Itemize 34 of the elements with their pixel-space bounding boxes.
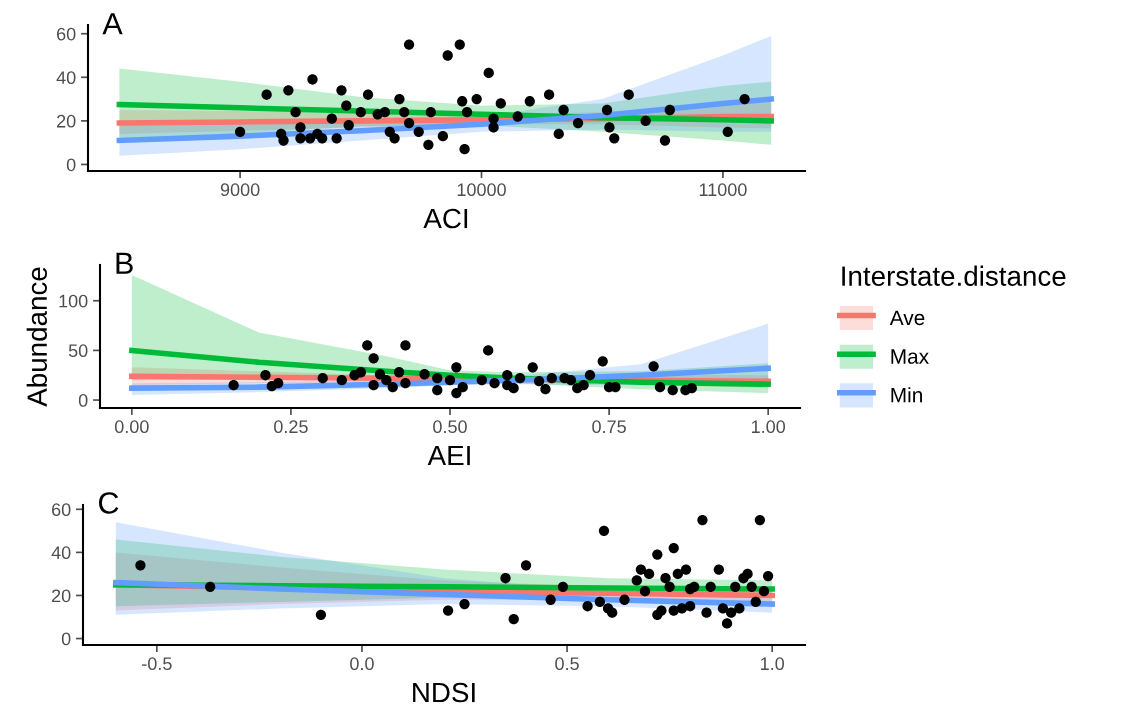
- y-tick-label: 20: [57, 114, 76, 128]
- chart-title: A: [102, 13, 123, 35]
- chart-title: C: [98, 492, 119, 514]
- x-axis-title: AEI: [427, 445, 470, 466]
- y-tick-label: 40: [51, 546, 71, 560]
- x-tick-label: 0.00: [114, 420, 149, 434]
- x-axis-title: ACI: [423, 208, 468, 229]
- x-tick-label: 1.0: [761, 657, 785, 671]
- y-tick-label: 40: [56, 71, 76, 85]
- y-tick-label: 20: [52, 589, 71, 603]
- y-axis-title: Abundance: [26, 267, 48, 407]
- x-tick-label: 0.5: [555, 657, 579, 671]
- x-tick-label: 0.50: [433, 420, 467, 434]
- x-tick-label: -0.5: [142, 657, 172, 671]
- legend-label: Max: [891, 349, 929, 364]
- legend-label: Ave: [889, 310, 925, 326]
- legend-title: Interstate.distance: [842, 265, 1066, 286]
- y-tick-label: 60: [52, 503, 71, 517]
- x-tick-label: 1.00: [751, 420, 786, 434]
- x-tick-label: 0.25: [274, 420, 308, 434]
- y-tick-label: 50: [68, 344, 88, 358]
- x-tick-label: 9000: [220, 183, 260, 197]
- y-tick-label: 100: [59, 294, 88, 308]
- x-axis-title: NDSI: [413, 682, 475, 703]
- x-tick-label: 0.0: [350, 657, 374, 671]
- legend-label: Min: [891, 387, 922, 403]
- y-tick-label: 0: [78, 393, 88, 407]
- chart-title: B: [116, 252, 133, 274]
- x-tick-label: 11000: [699, 183, 747, 197]
- x-tick-label: 0.75: [592, 420, 626, 434]
- y-tick-label: 0: [66, 158, 76, 172]
- y-tick-label: 60: [57, 27, 76, 41]
- x-tick-label: 10000: [457, 183, 506, 197]
- y-tick-label: 0: [61, 632, 71, 646]
